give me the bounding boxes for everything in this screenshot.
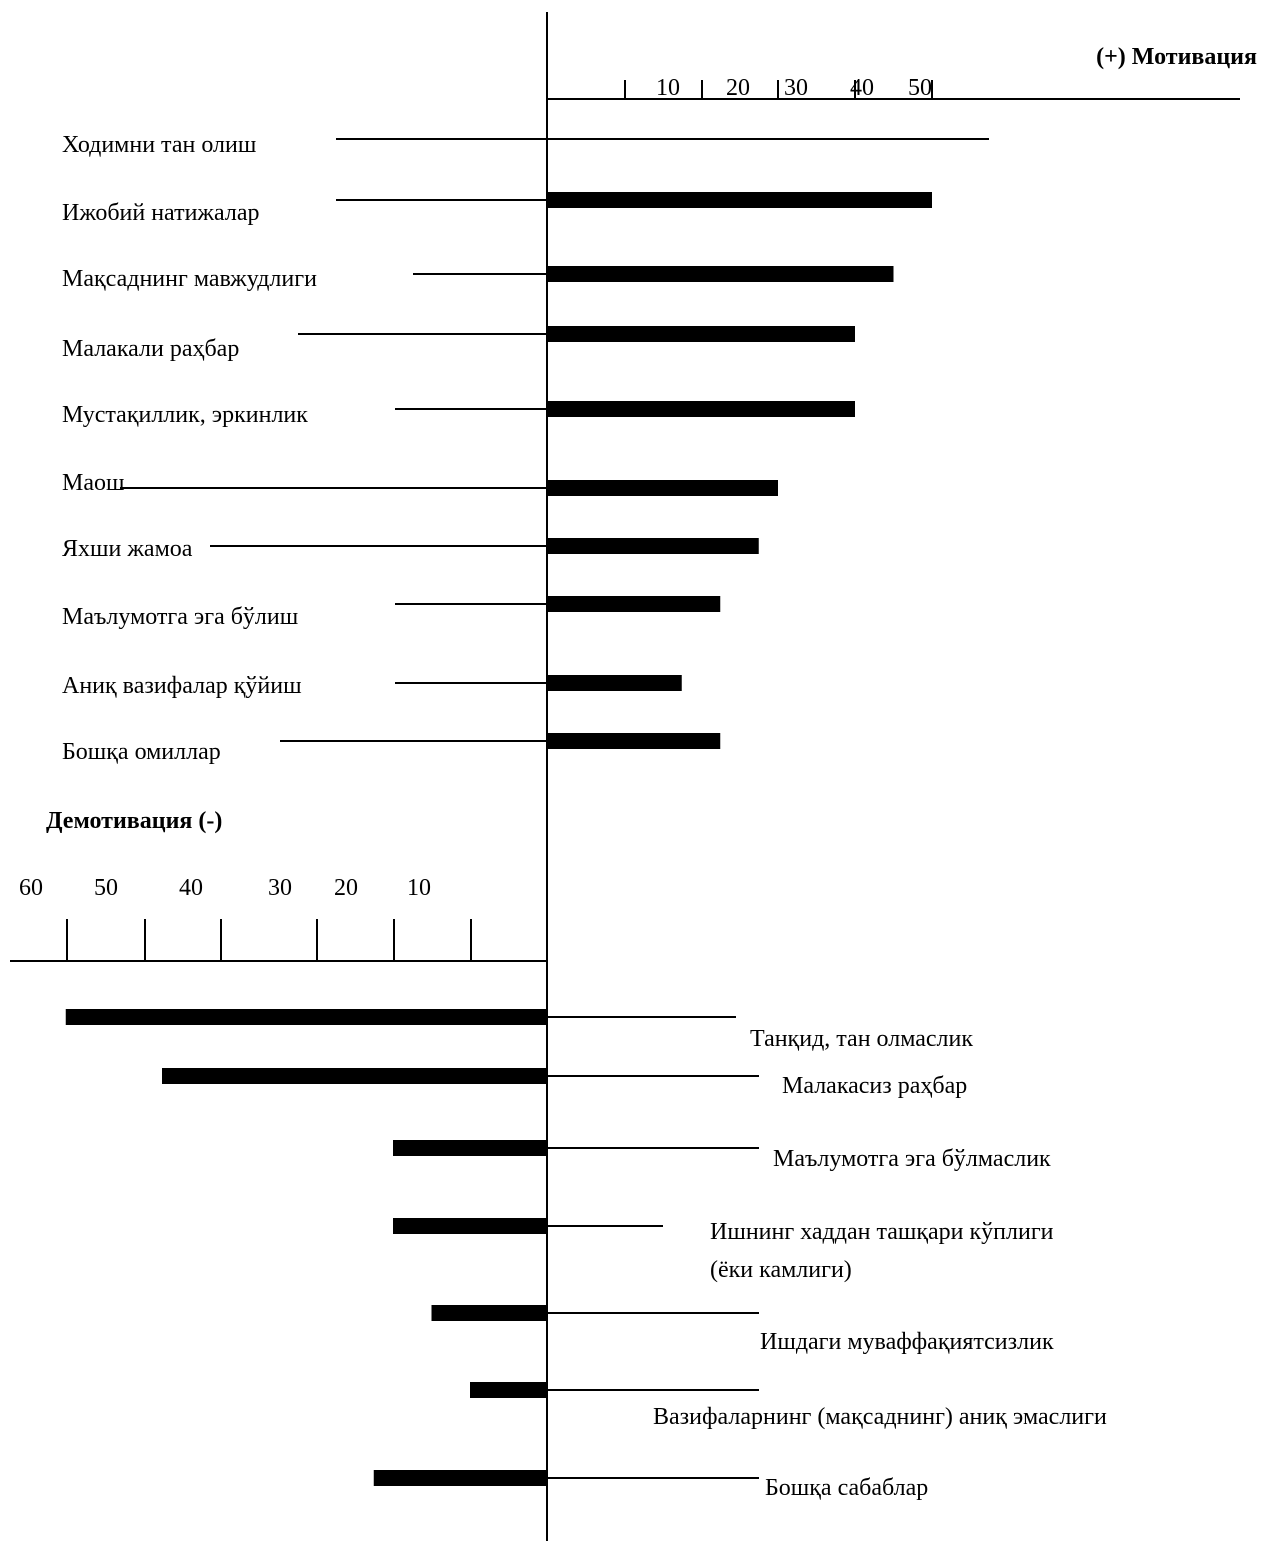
negative-tick-label: 50 <box>94 875 118 901</box>
negative-bar <box>65 1009 547 1025</box>
negative-bar <box>373 1470 547 1486</box>
chart-axes <box>10 12 1240 1541</box>
positive-tick-label: 50 <box>908 75 932 101</box>
positive-category-label: Бошқа омиллар <box>62 739 221 765</box>
positive-category-label: Ходимни тан олиш <box>62 132 257 158</box>
negative-category-label: Танқид, тан олмаслик <box>750 1026 973 1052</box>
positive-section: (+) Мотивация 10 20 30 40 50 Ходимни тан олиш… <box>62 44 1257 765</box>
negative-category-label: Вазифаларнинг (мақсаднинг) аниқ эмаслиги <box>653 1404 1107 1430</box>
negative-tick-label: 20 <box>334 875 358 901</box>
negative-section: Демотивация (-) 60 50 40 30 20 10 Танқид, тан … <box>19 808 1107 1501</box>
positive-category-label: Маълумотга эга бўлиш <box>62 604 299 630</box>
positive-tick-label: 10 <box>656 75 680 101</box>
positive-bar <box>547 192 932 208</box>
negative-tick-label: 10 <box>407 875 431 901</box>
positive-bar <box>547 480 778 496</box>
positive-bar <box>547 266 894 282</box>
positive-category-label: Мустақиллик, эркинлик <box>62 402 308 428</box>
negative-category-label: Маълумотга эга бўлмаслик <box>773 1146 1051 1172</box>
negative-bar <box>393 1140 547 1156</box>
positive-category-label: Ижобий натижалар <box>62 200 260 226</box>
negative-category-label: Малакасиз раҳбар <box>782 1073 967 1099</box>
negative-category-label: Бошқа сабаблар <box>765 1475 928 1501</box>
positive-title: (+) Мотивация <box>1096 44 1257 70</box>
positive-tick-label: 40 <box>850 75 874 101</box>
positive-category-label: Мақсаднинг мавжудлиги <box>62 266 317 292</box>
positive-bar <box>547 596 721 612</box>
negative-category-label: Ишнинг хаддан ташқари кўплиги (ёки камлиг… <box>710 1219 1054 1283</box>
negative-tick-label: 60 <box>19 875 43 901</box>
negative-bar <box>162 1068 547 1084</box>
positive-bar <box>547 538 759 554</box>
positive-bar <box>547 733 721 749</box>
positive-category-label: Маош <box>62 470 125 496</box>
positive-category-label: Аниқ вазифалар қўйиш <box>62 673 302 699</box>
negative-bar <box>393 1218 547 1234</box>
negative-tick-label: 30 <box>268 875 292 901</box>
negative-tick-label: 40 <box>179 875 203 901</box>
positive-bar <box>547 401 855 417</box>
positive-tick-label: 20 <box>726 75 750 101</box>
negative-category-label: Ишдаги муваффақиятсизлик <box>760 1329 1054 1355</box>
positive-bar <box>547 675 682 691</box>
negative-title: Демотивация (-) <box>46 808 222 834</box>
positive-category-label: Малакали раҳбар <box>62 336 239 362</box>
positive-category-label: Яхши жамоа <box>62 536 193 562</box>
positive-tick-label: 30 <box>784 75 808 101</box>
negative-bar <box>470 1382 547 1398</box>
negative-bar <box>431 1305 547 1321</box>
positive-bar <box>547 326 855 342</box>
